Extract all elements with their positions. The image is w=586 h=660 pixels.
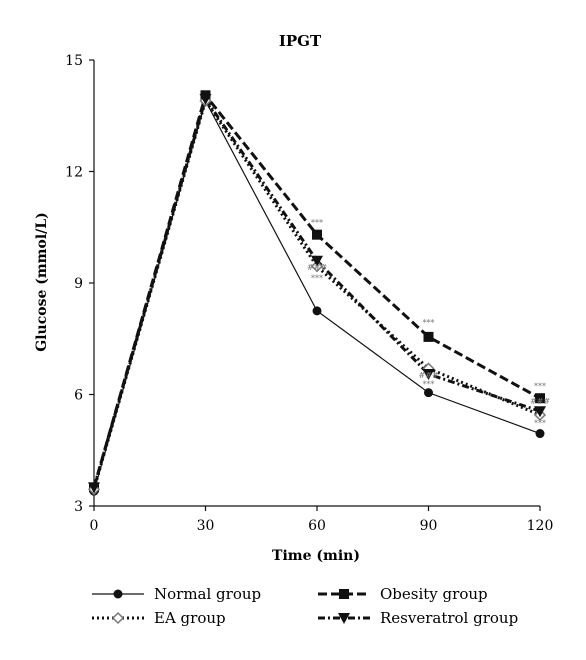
- x-tick-label: 60: [308, 518, 326, 534]
- y-tick-label: 12: [65, 165, 83, 181]
- x-axis-label: Time (min): [272, 548, 360, 564]
- data-point-normal-group: [424, 388, 433, 398]
- significance-label: ***: [311, 274, 323, 283]
- data-point-normal-group: [535, 429, 545, 439]
- legend-marker-resveratrol-group: [338, 613, 350, 624]
- x-tick-label: 90: [420, 518, 438, 534]
- significance-annotations: ***###******###*** ***###***: [307, 218, 550, 428]
- legend-label: Resveratrol group: [380, 609, 518, 627]
- data-point-obesity-group: [312, 229, 322, 240]
- y-tick-label: 9: [74, 276, 83, 292]
- significance-label: ***: [534, 382, 546, 391]
- data-point-resveratrol-group: [199, 94, 212, 106]
- data-point-resveratrol-group: [311, 255, 323, 267]
- significance-label: ###: [418, 371, 438, 380]
- significance-label: ###: [307, 263, 327, 272]
- legend-label: Normal group: [154, 585, 261, 603]
- x-tick-label: 120: [527, 518, 554, 534]
- significance-label: ***: [311, 218, 323, 227]
- data-point-resveratrol-group: [422, 369, 435, 381]
- significance-label: ***: [534, 419, 546, 428]
- legend: Normal group Obesity group EA group Resvera…: [92, 585, 518, 627]
- series-markers: [87, 90, 547, 496]
- y-tick-label: 15: [65, 53, 83, 69]
- legend-marker-obesity-group: [339, 589, 349, 599]
- x-tick-label: 0: [90, 518, 99, 534]
- significance-label: ###: [530, 397, 550, 406]
- data-point-obesity-group: [423, 331, 434, 342]
- axes: 3 6 9 12 15 0 30 60 90 120: [65, 53, 553, 534]
- data-point-normal-group: [312, 306, 322, 316]
- series-line-obesity-group: [92, 92, 541, 488]
- legend-label: EA group: [154, 609, 226, 627]
- series-line-normal-group: [93, 99, 541, 492]
- legend-marker-normal-group: [113, 589, 123, 599]
- series-lines: [92, 92, 541, 492]
- significance-label: ***: [423, 319, 435, 328]
- legend-marker-ea-group: [111, 611, 125, 625]
- data-point-resveratrol-group: [534, 406, 546, 418]
- x-tick-label: 30: [197, 518, 215, 534]
- data-point-resveratrol-group: [88, 482, 100, 494]
- chart-title: IPGT: [279, 32, 322, 50]
- y-axis-label: Glucose (mmol/L): [34, 212, 50, 351]
- legend-label: Obesity group: [380, 585, 488, 603]
- y-tick-label: 6: [74, 388, 83, 404]
- series-line-resveratrol-group: [92, 95, 541, 488]
- series-line-ea-group: [92, 97, 541, 490]
- y-tick-label: 3: [74, 499, 83, 515]
- data-point-obesity-group: [535, 393, 545, 404]
- significance-label: ***: [423, 380, 435, 389]
